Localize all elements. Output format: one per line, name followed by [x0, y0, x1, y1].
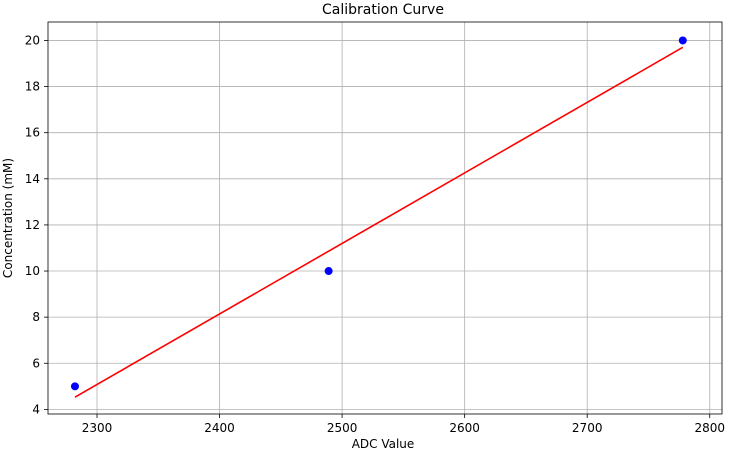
series-layer — [70, 36, 687, 398]
x-axis-label: ADC Value — [352, 437, 415, 451]
x-tick-label: 2500 — [327, 421, 358, 435]
y-tick-label: 8 — [32, 310, 40, 324]
chart-title: Calibration Curve — [322, 2, 444, 18]
grid-layer — [48, 22, 722, 414]
y-tick-label: 20 — [25, 33, 40, 47]
y-axis-label: Concentration (mM) — [1, 158, 15, 278]
data-point — [324, 267, 333, 276]
y-tick-label: 4 — [32, 402, 40, 416]
y-tick-label: 16 — [25, 126, 40, 140]
y-tick-label: 6 — [32, 356, 40, 370]
fit-line — [74, 46, 684, 398]
x-tick-label: 2700 — [572, 421, 603, 435]
y-tick-label: 10 — [25, 264, 40, 278]
tick-layer: 2300 2400 2500 2600 2700 2800 4 6 8 10 12 14 16 18 20 — [25, 33, 725, 435]
axes-frame — [47, 21, 723, 415]
y-tick-label: 18 — [25, 80, 40, 94]
data-point — [70, 382, 79, 391]
y-tick-label: 12 — [25, 218, 40, 232]
x-tick-label: 2400 — [204, 421, 235, 435]
data-point — [678, 36, 687, 45]
x-tick-label: 2800 — [694, 421, 725, 435]
x-tick-label: 2600 — [449, 421, 480, 435]
x-tick-label: 2300 — [82, 421, 113, 435]
plot-frame — [47, 21, 723, 415]
y-tick-label: 14 — [25, 172, 40, 186]
